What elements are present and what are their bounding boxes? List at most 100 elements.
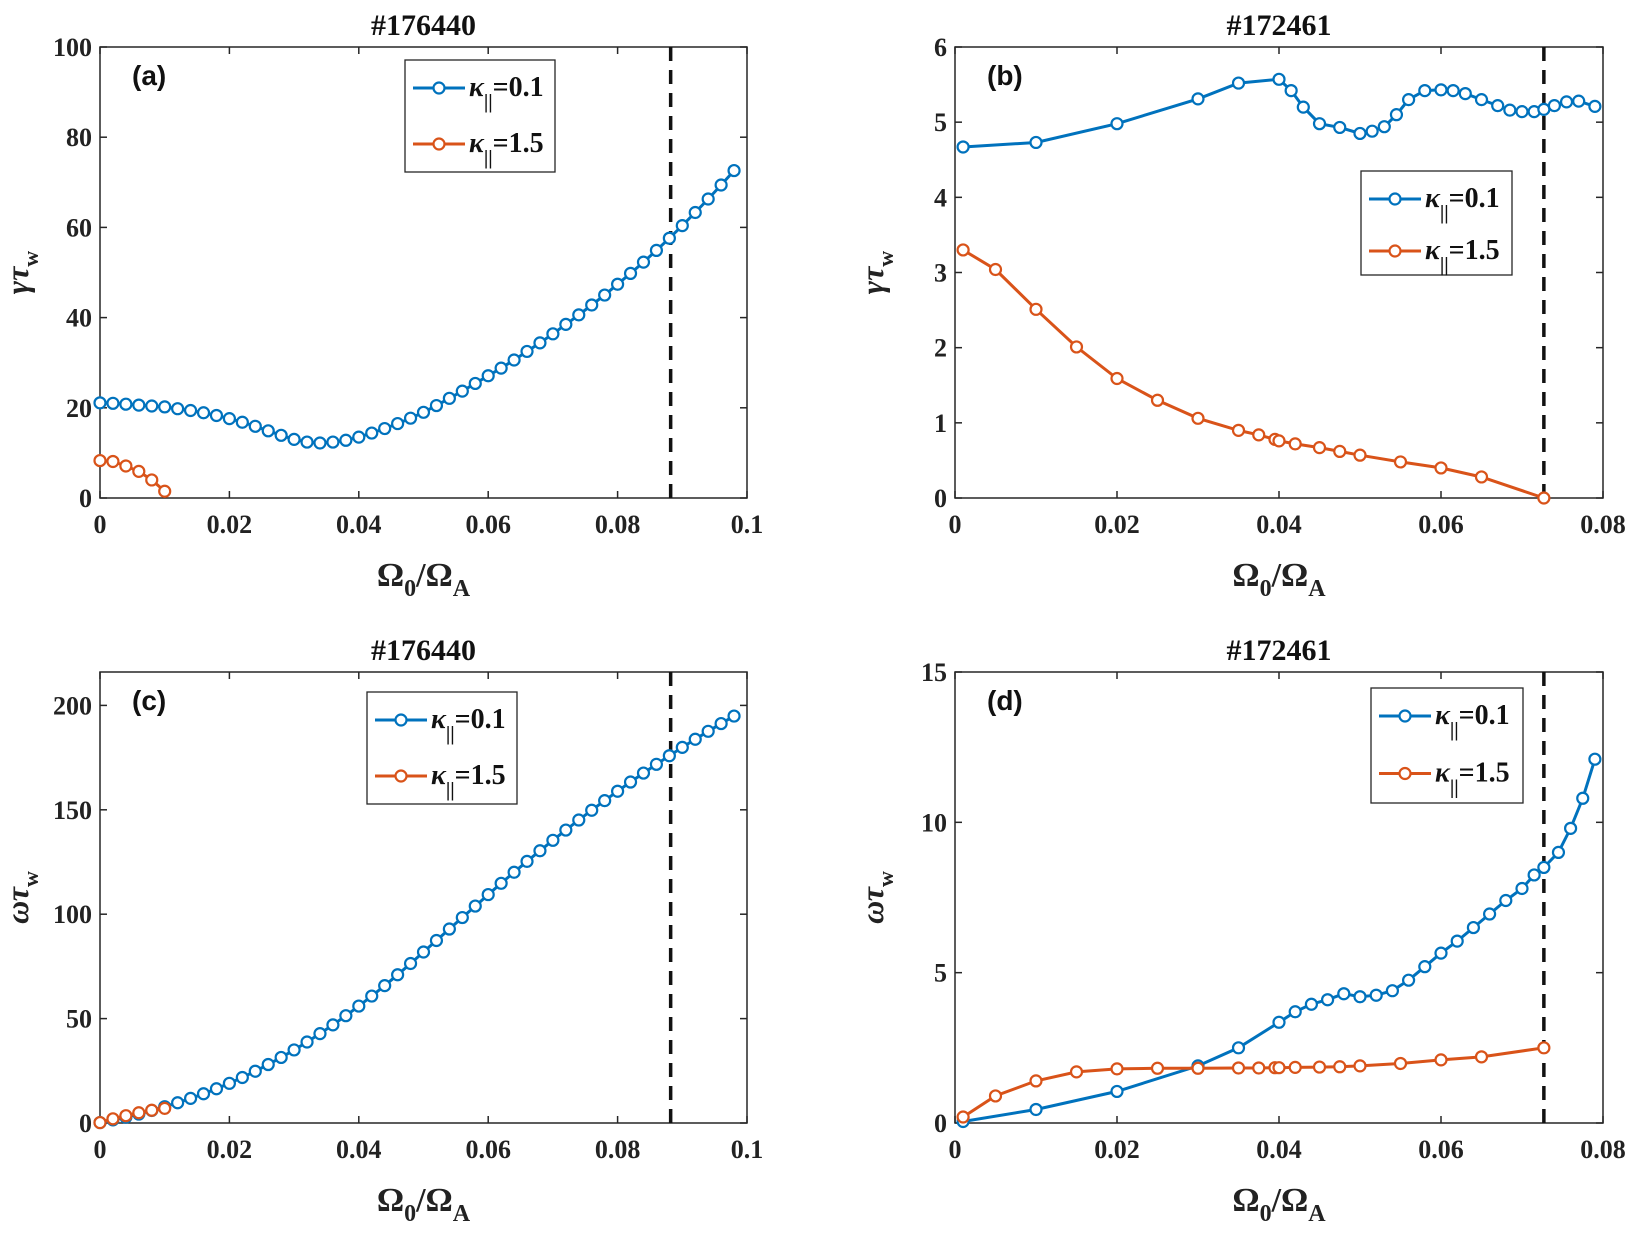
data-point — [222, 412, 236, 426]
data-point — [339, 1009, 353, 1023]
x-tick-label: 0 — [949, 1135, 962, 1164]
data-point — [352, 430, 366, 444]
data-point — [1231, 76, 1246, 90]
data-point — [1499, 893, 1513, 908]
data-point — [727, 163, 741, 178]
y-axis-label: γτw — [0, 251, 43, 295]
legend-marker — [394, 713, 408, 727]
data-point — [546, 327, 560, 341]
data-point — [1572, 94, 1586, 108]
data-point — [1320, 993, 1335, 1007]
data-point — [1482, 907, 1497, 921]
data-point — [429, 933, 444, 948]
data-point — [520, 854, 534, 868]
data-point — [494, 876, 508, 890]
axes-box — [99, 46, 748, 499]
data-point — [339, 433, 353, 447]
data-point — [1385, 984, 1400, 998]
data-point — [559, 317, 573, 331]
data-point — [598, 288, 612, 302]
x-tick-label: 0.06 — [1418, 510, 1464, 539]
data-point — [1393, 1056, 1408, 1071]
data-point — [714, 716, 728, 731]
legend: κ||=0.1 κ||=1.5 — [1370, 687, 1524, 804]
panel-label: (d) — [987, 685, 1023, 716]
legend-box — [404, 59, 556, 173]
legend-box — [1370, 687, 1524, 804]
legend-label: κ||=0.1 — [1435, 700, 1510, 741]
y-tick-label: 0 — [934, 484, 947, 513]
data-point — [106, 396, 120, 410]
data-point — [1296, 100, 1310, 114]
data-point — [1491, 99, 1505, 113]
y-tick-label: 1 — [934, 409, 947, 438]
data-point — [546, 833, 560, 847]
data-point — [403, 411, 418, 425]
data-point — [171, 402, 185, 416]
panel-a: 0 0.02 0.04 0.06 0.08 0.1 0 20 40 60 80 100 #176440 (… — [0, 9, 763, 602]
data-point — [416, 405, 431, 419]
data-point — [442, 922, 456, 936]
panel-label: (c) — [132, 685, 166, 716]
data-point — [956, 1110, 970, 1124]
data-point — [313, 1027, 327, 1041]
chart-title: #172461 — [1227, 9, 1332, 42]
y-tick-label: 5 — [934, 959, 947, 988]
data-point — [1191, 1061, 1205, 1075]
panel-b: 0 0.02 0.04 0.06 0.08 0 1 2 3 4 5 6 #172461 (b) Ω0/ΩA γ… — [854, 9, 1626, 602]
data-point — [1458, 87, 1472, 101]
x-tick-label: 0.02 — [207, 510, 253, 539]
y-tick-label: 4 — [934, 183, 947, 212]
y-tick-label: 6 — [934, 33, 947, 62]
data-point — [559, 823, 573, 837]
x-tick-label: 0.08 — [1580, 1135, 1626, 1164]
data-point — [1537, 860, 1551, 875]
data-point — [93, 1115, 107, 1130]
series-line — [963, 77, 1596, 149]
data-point — [533, 844, 547, 858]
y-tick-label: 40 — [66, 304, 92, 333]
data-point — [1029, 1102, 1043, 1117]
data-point — [1069, 340, 1084, 354]
y-tick-label: 0 — [79, 484, 92, 513]
data-point — [1474, 93, 1489, 107]
x-tick-label: 0.06 — [1418, 1135, 1464, 1164]
data-point — [1191, 92, 1205, 106]
data-point — [701, 724, 715, 738]
data-point — [688, 205, 702, 220]
data-point — [533, 336, 547, 350]
legend-label: κ||=0.1 — [469, 72, 544, 113]
data-point — [119, 459, 133, 473]
legend-marker — [394, 769, 408, 783]
data-point — [183, 1091, 198, 1105]
data-point — [1231, 1041, 1246, 1055]
data-point — [1029, 302, 1043, 316]
data-point — [209, 408, 224, 423]
data-point — [988, 1089, 1003, 1103]
data-point — [1288, 1005, 1302, 1019]
data-point — [93, 396, 107, 410]
data-point — [1369, 988, 1383, 1002]
y-tick-label: 0 — [79, 1109, 92, 1138]
data-point — [1288, 437, 1302, 451]
y-tick-label: 150 — [53, 796, 92, 825]
data-point — [662, 749, 676, 763]
data-point — [675, 218, 689, 233]
legend-label: κ||=0.1 — [1425, 183, 1500, 224]
series-kappa-1-5 — [956, 243, 1551, 505]
data-point — [300, 1035, 314, 1049]
data-point — [1547, 99, 1562, 113]
x-tick-label: 0.06 — [465, 1135, 511, 1164]
data-point — [1231, 1061, 1246, 1075]
data-point — [1450, 934, 1464, 948]
data-point — [1389, 108, 1404, 122]
y-tick-label: 15 — [921, 658, 947, 687]
x-tick-label: 0.08 — [595, 510, 641, 539]
data-point — [352, 999, 366, 1013]
data-point — [158, 1101, 172, 1115]
panel-d: 0 0.02 0.04 0.06 0.08 0 5 10 15 #172461 (d) Ω0/ΩA ωτ… — [854, 634, 1626, 1227]
data-point — [636, 255, 651, 269]
data-point — [106, 454, 120, 469]
data-point — [1365, 124, 1379, 138]
data-point — [1551, 845, 1566, 860]
